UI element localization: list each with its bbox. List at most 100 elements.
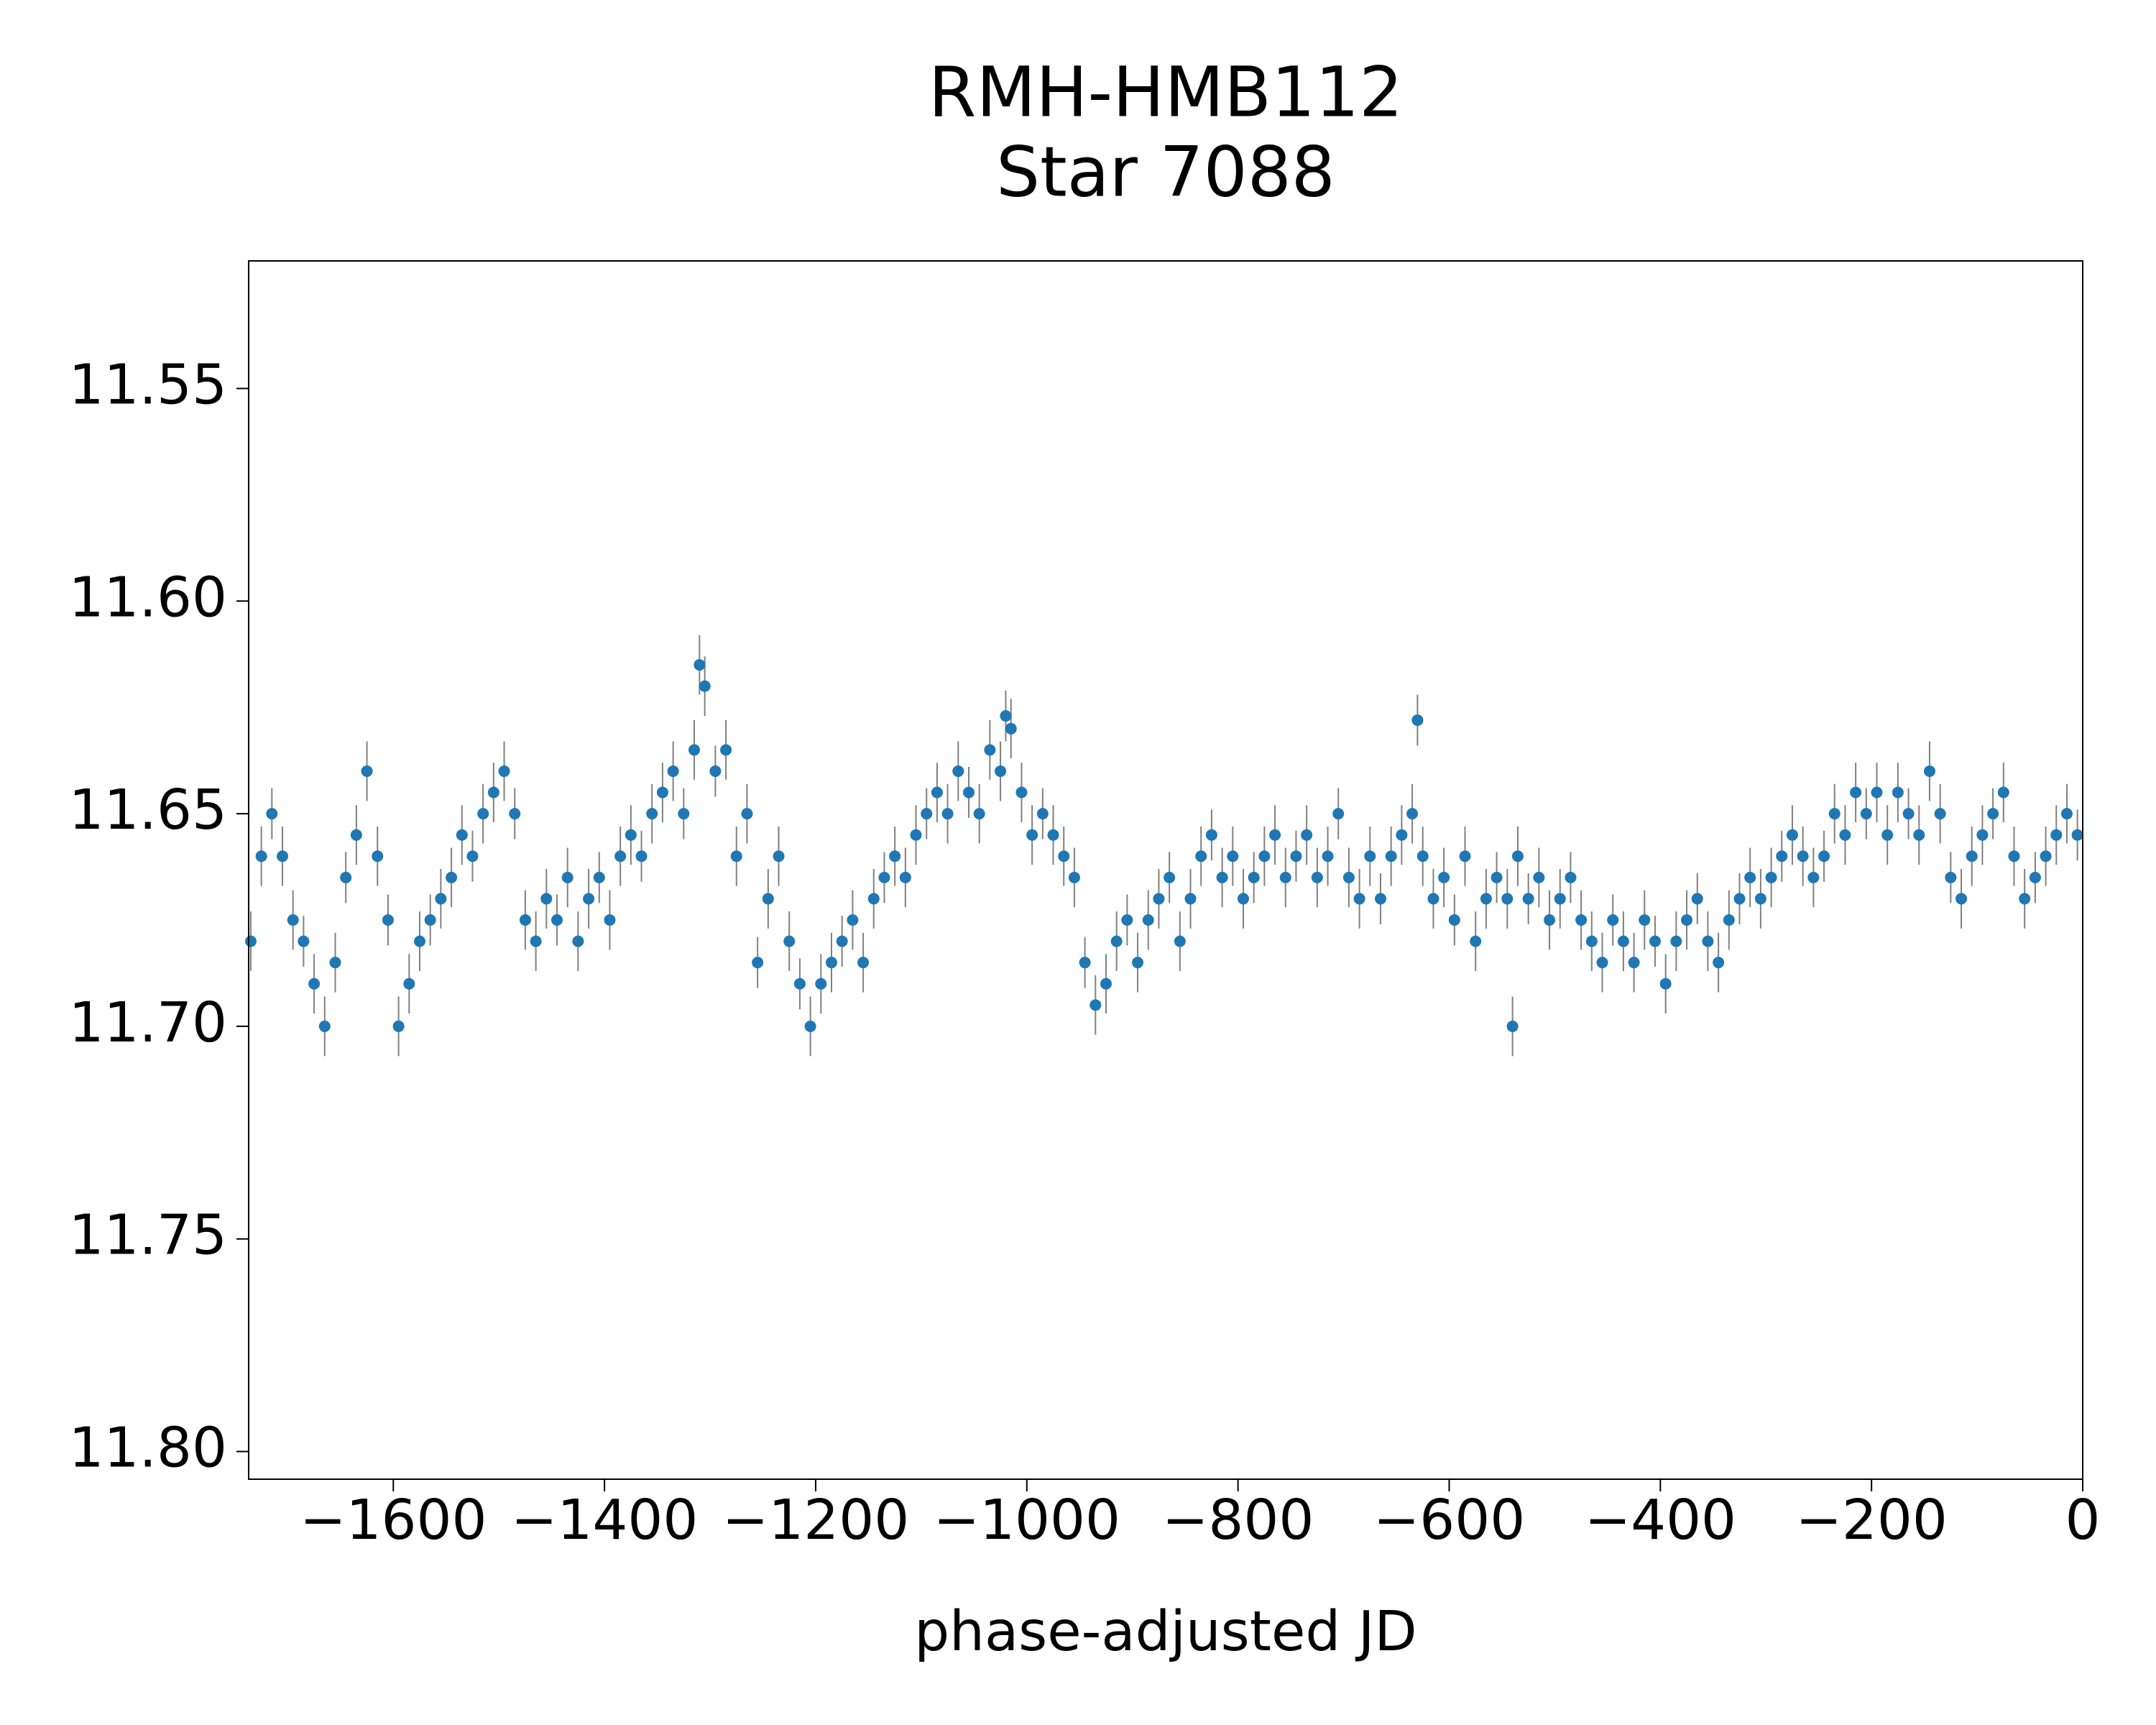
data-point — [1506, 1020, 1519, 1032]
data-point — [694, 659, 706, 671]
data-point — [1279, 871, 1291, 883]
data-point — [1411, 714, 1424, 726]
data-point — [625, 829, 637, 841]
data-point — [1374, 893, 1386, 905]
x-tick-label: −200 — [1795, 1489, 1948, 1552]
data-point — [910, 829, 922, 841]
chart-title: RMH-HMB112 — [929, 52, 1403, 132]
data-point — [836, 935, 848, 947]
y-tick-label: 11.70 — [69, 991, 227, 1055]
data-point — [1110, 935, 1123, 947]
data-point — [1649, 935, 1661, 947]
data-point — [699, 680, 711, 692]
data-point — [435, 893, 447, 905]
data-point — [815, 978, 827, 990]
data-point — [973, 808, 985, 820]
data-point — [361, 765, 373, 777]
data-point — [941, 808, 954, 820]
data-point — [1416, 850, 1429, 862]
data-point — [1079, 957, 1091, 969]
data-point — [720, 744, 732, 756]
data-point — [1860, 808, 1872, 820]
data-point — [329, 957, 341, 969]
data-point — [1301, 829, 1313, 841]
x-axis-label: phase-adjusted JD — [914, 1600, 1416, 1664]
data-point — [530, 935, 542, 947]
data-point — [1015, 786, 1028, 799]
data-point — [1807, 871, 1820, 883]
data-point — [572, 935, 584, 947]
data-point — [1839, 829, 1851, 841]
data-point — [318, 1020, 331, 1032]
data-point — [2040, 850, 2052, 862]
data-point — [1290, 850, 1302, 862]
data-point — [266, 808, 278, 820]
data-point — [277, 850, 289, 862]
data-point — [1522, 893, 1534, 905]
data-point — [921, 808, 933, 820]
data-point — [825, 957, 837, 969]
data-point — [1544, 914, 1556, 926]
data-point — [1828, 808, 1841, 820]
data-point — [1976, 829, 1989, 841]
data-point — [519, 914, 531, 926]
data-point — [593, 871, 605, 883]
data-point — [656, 786, 668, 799]
data-point — [350, 829, 362, 841]
data-point — [1670, 935, 1682, 947]
plot-frame — [248, 260, 2083, 1480]
x-tick-label: −800 — [1162, 1489, 1314, 1552]
data-point — [1617, 935, 1629, 947]
data-point — [635, 850, 648, 862]
y-tick-label: 11.65 — [69, 778, 227, 842]
data-point — [1955, 893, 1968, 905]
data-point — [1733, 893, 1746, 905]
data-point — [1047, 829, 1059, 841]
data-point — [561, 871, 573, 883]
data-point — [1754, 893, 1766, 905]
data-point — [2060, 808, 2073, 820]
data-point — [1491, 871, 1503, 883]
data-point — [1164, 871, 1176, 883]
data-point — [2071, 829, 2083, 841]
x-tick-label: −1600 — [300, 1489, 487, 1552]
data-point — [1396, 829, 1408, 841]
data-point — [1723, 914, 1735, 926]
data-point — [287, 914, 299, 926]
data-point — [889, 850, 901, 862]
data-point — [1195, 850, 1207, 862]
data-point — [2029, 871, 2041, 883]
data-point — [1353, 893, 1365, 905]
data-point — [1818, 850, 1830, 862]
data-point — [446, 871, 458, 883]
data-point — [308, 978, 321, 990]
data-point — [1639, 914, 1651, 926]
data-point — [2008, 850, 2020, 862]
data-point — [1892, 786, 1904, 799]
data-point — [1628, 957, 1640, 969]
data-point — [1205, 829, 1217, 841]
data-point — [1036, 808, 1049, 820]
data-point — [1997, 786, 2009, 799]
data-point — [1470, 935, 1482, 947]
data-point — [1427, 893, 1439, 905]
data-point — [752, 957, 764, 969]
data-point — [952, 765, 964, 777]
data-point — [1691, 893, 1703, 905]
data-point — [1332, 808, 1345, 820]
data-point — [1533, 871, 1545, 883]
data-point — [255, 850, 267, 862]
data-point — [2019, 893, 2031, 905]
data-point — [1100, 978, 1112, 990]
y-tick-label: 11.60 — [69, 566, 227, 630]
data-point — [1850, 786, 1862, 799]
data-point — [382, 914, 394, 926]
data-point — [984, 744, 996, 756]
data-point — [709, 765, 722, 777]
data-point — [1448, 914, 1460, 926]
data-point — [1596, 957, 1608, 969]
data-point — [1216, 871, 1228, 883]
data-point — [1923, 765, 1935, 777]
y-tick-label: 11.75 — [69, 1204, 227, 1268]
